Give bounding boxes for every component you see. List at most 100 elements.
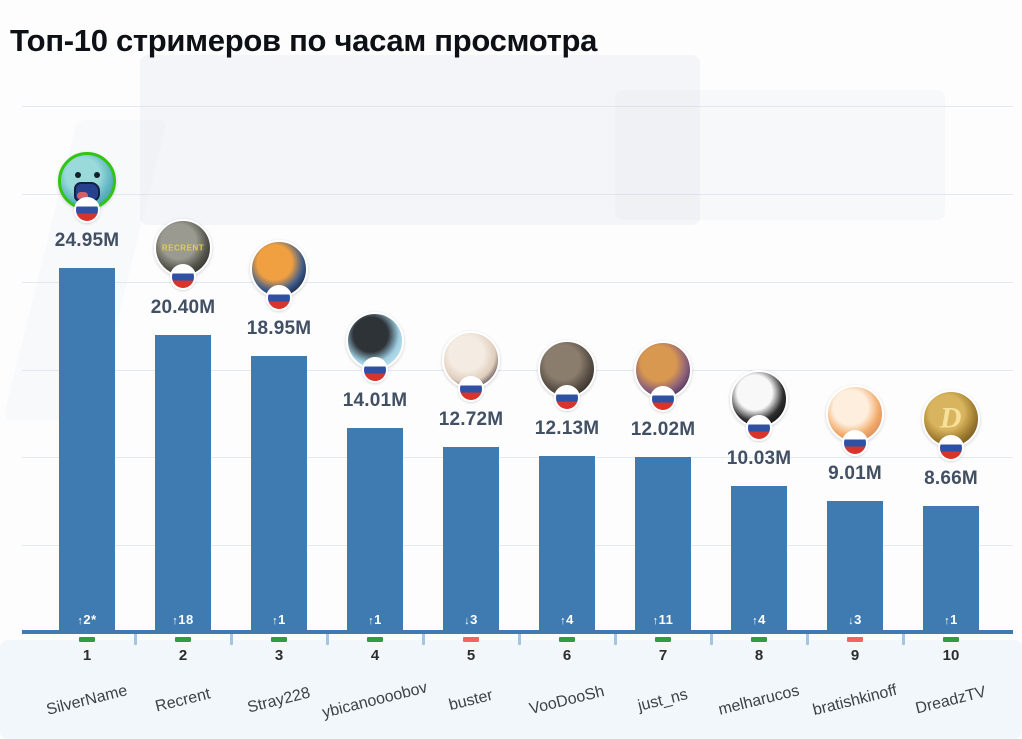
value-label: 12.13M (534, 418, 600, 439)
change-tick (559, 637, 575, 642)
russia-flag-icon (746, 415, 772, 441)
arrow-up-icon: ↑ (368, 615, 375, 627)
axis-minor-tick (614, 634, 617, 645)
arrow-up-icon: ↑ (560, 615, 567, 627)
change-badge: ↑18 (135, 612, 231, 627)
arrow-up-icon: ↑ (77, 615, 84, 627)
bar (347, 428, 403, 633)
russia-flag-icon (74, 197, 100, 223)
streamer-info: 9.01M (807, 385, 903, 485)
russia-flag-icon (650, 386, 676, 412)
value-label: 8.66M (924, 468, 978, 489)
avatar-logo-text: RECRENT (161, 243, 205, 253)
bar (827, 501, 883, 633)
rank-label: 2 (178, 647, 188, 664)
change-tick (847, 637, 863, 642)
streamer-column: ↓3 5 buster 12.72M (423, 0, 519, 739)
axis-minor-tick (230, 634, 233, 645)
arrow-up-icon: ↑ (172, 615, 179, 627)
gridline (22, 545, 1013, 546)
rank-label: 1 (82, 647, 92, 664)
change-tick (751, 637, 767, 642)
gridline (22, 106, 1013, 107)
streamer-column: ↑11 7 just_ns 12.02M (615, 0, 711, 739)
rank-label: 3 (274, 647, 284, 664)
arrow-up-icon: ↑ (652, 615, 659, 627)
streamer-info: 12.13M (519, 340, 615, 440)
change-badge: ↓3 (423, 612, 519, 627)
change-badge: ↑1 (231, 612, 327, 627)
streamer-info: 12.02M (615, 341, 711, 441)
value-label: 12.72M (438, 409, 504, 430)
arrow-up-icon: ↑ (272, 615, 279, 627)
value-label: 18.95M (246, 318, 312, 339)
value-label: 12.02M (630, 419, 696, 440)
page-title: Топ-10 стримеров по часам просмотра (10, 22, 598, 58)
russia-flag-icon (170, 264, 196, 290)
avatar-eye-icon (75, 172, 81, 178)
streamer-column: ↑4 6 VooDooSh 12.13M (519, 0, 615, 739)
change-badge: ↓3 (807, 612, 903, 627)
streamer-info: 24.95M (39, 152, 135, 252)
streamer-column: ↓3 9 bratishkinoff 9.01M (807, 0, 903, 739)
value-label: 24.95M (54, 230, 120, 251)
change-amount: 2* (83, 612, 97, 627)
russia-flag-icon (842, 430, 868, 456)
gridline (22, 457, 1013, 458)
rank-label: 9 (850, 647, 860, 664)
value-label: 14.01M (342, 390, 408, 411)
axis-minor-tick (422, 634, 425, 645)
change-amount: 3 (854, 612, 862, 627)
avatar-tongue-icon (77, 192, 88, 199)
change-tick (367, 637, 383, 642)
arrow-up-icon: ↑ (752, 615, 759, 627)
bar (59, 268, 115, 633)
change-amount: 4 (566, 612, 574, 627)
change-amount: 1 (950, 612, 958, 627)
avatar-logo-text: D (939, 401, 963, 435)
arrow-down-icon: ↓ (848, 615, 855, 627)
change-tick (655, 637, 671, 642)
change-tick (79, 637, 95, 642)
avatar-wrap (58, 152, 116, 223)
arrow-up-icon: ↑ (944, 615, 951, 627)
change-tick (271, 637, 287, 642)
streamer-column: ↑18 2 Recrent RECRENT 20.40M (135, 0, 231, 739)
gridline (22, 282, 1013, 283)
change-badge: ↑4 (711, 612, 807, 627)
streamer-info: 18.95M (231, 240, 327, 340)
axis-minor-tick (806, 634, 809, 645)
change-amount: 18 (178, 612, 194, 627)
axis-minor-tick (902, 634, 905, 645)
change-tick (943, 637, 959, 642)
rank-label: 8 (754, 647, 764, 664)
gridline (22, 194, 1013, 195)
bar (923, 506, 979, 633)
bar (731, 486, 787, 633)
value-label: 10.03M (726, 448, 792, 469)
avatar-wrap (346, 312, 404, 383)
streamer-column: ↑4 8 melharucos 10.03M (711, 0, 807, 739)
change-amount: 4 (758, 612, 766, 627)
streamer-info: 14.01M (327, 312, 423, 412)
gridline (22, 370, 1013, 371)
bar (635, 457, 691, 633)
change-badge: ↑1 (903, 612, 999, 627)
value-label: 9.01M (828, 463, 882, 484)
arrow-down-icon: ↓ (464, 615, 471, 627)
change-tick (463, 637, 479, 642)
change-amount: 1 (278, 612, 286, 627)
change-tick (175, 637, 191, 642)
avatar-wrap: RECRENT (154, 219, 212, 290)
rank-label: 6 (562, 647, 572, 664)
avatar-wrap (442, 331, 500, 402)
rank-label: 7 (658, 647, 668, 664)
axis-minor-tick (326, 634, 329, 645)
streamer-info: 10.03M (711, 370, 807, 470)
russia-flag-icon (266, 285, 292, 311)
change-badge: ↑4 (519, 612, 615, 627)
bar (539, 456, 595, 633)
change-amount: 1 (374, 612, 382, 627)
rank-label: 5 (466, 647, 476, 664)
change-badge: ↑2* (39, 612, 135, 627)
